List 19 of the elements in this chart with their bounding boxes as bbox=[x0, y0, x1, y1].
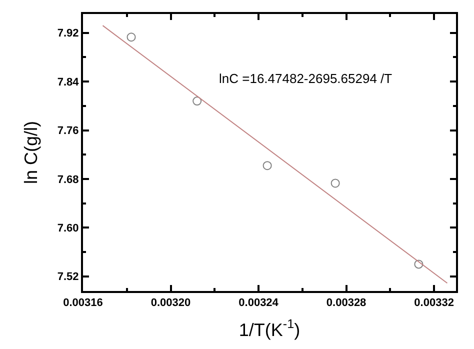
x-tick-label: 0.00332 bbox=[414, 297, 454, 310]
point bbox=[330, 178, 340, 188]
y-tick-label: 7.92 bbox=[57, 28, 79, 40]
point bbox=[192, 96, 202, 106]
x-axis-title: 1/T(K$^{-1}$) bbox=[238, 317, 300, 340]
x-tick-label: 0.00316 bbox=[63, 297, 103, 310]
point bbox=[126, 32, 136, 42]
y-tick-label: 7.52 bbox=[57, 271, 79, 284]
y-tick-label: 7.84 bbox=[57, 76, 80, 88]
y-tick-label: 7.60 bbox=[57, 222, 79, 235]
y-tick-label: 7.68 bbox=[57, 174, 79, 186]
x-tick-label: 0.00320 bbox=[150, 297, 191, 310]
y-axis-title: ln C(g/l) bbox=[21, 120, 42, 184]
point bbox=[262, 161, 272, 170]
y-tick-label: 7.76 bbox=[57, 125, 79, 138]
annotation: lnC =16.47482-2695.65294 /T bbox=[219, 71, 392, 86]
point bbox=[414, 260, 424, 269]
x-tick-label: 0.00328 bbox=[326, 297, 366, 310]
x-tick-label: 0.00324 bbox=[238, 297, 280, 310]
